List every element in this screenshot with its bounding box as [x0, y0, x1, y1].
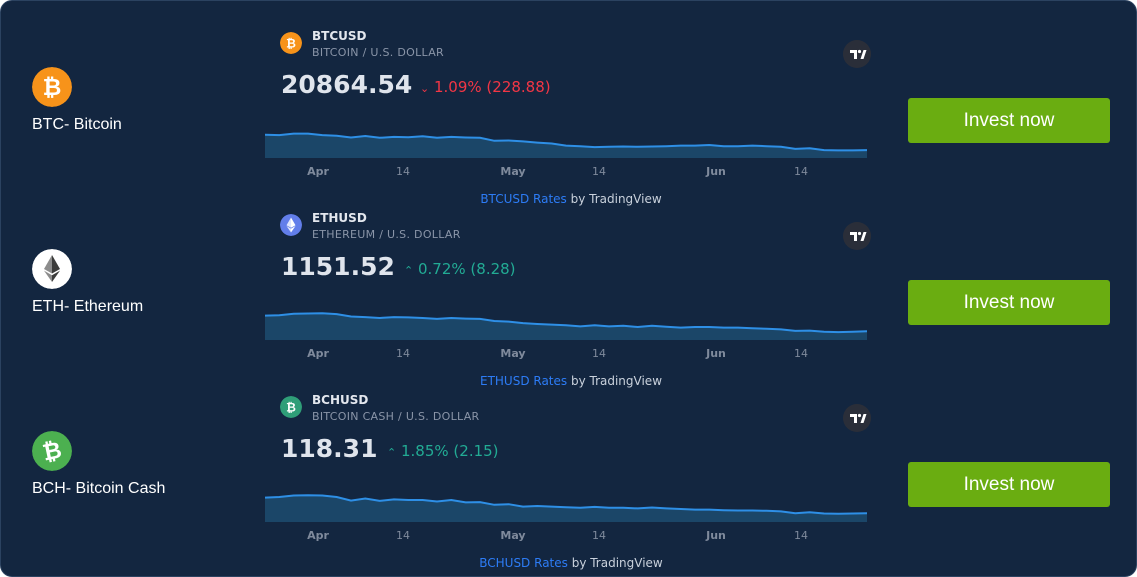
symbol-description: BITCOIN CASH / U.S. DOLLAR — [312, 410, 480, 423]
attribution: BTCUSD Rates by TradingView — [265, 192, 877, 206]
sparkline-line — [265, 132, 867, 152]
attribution-text: by TradingView — [566, 192, 662, 206]
axis-label-month: May — [500, 347, 526, 360]
symbol-ticker[interactable]: BTCUSD — [312, 29, 367, 43]
sparkline-area — [265, 495, 867, 522]
change-value: 1.09% (228.88) — [434, 78, 551, 96]
svg-text:₿: ₿ — [40, 437, 64, 466]
price: 1151.52 — [281, 252, 395, 281]
svg-text:₿: ₿ — [286, 37, 296, 51]
axis-label-month: Jun — [706, 529, 726, 542]
price-change: ⌃ 0.72% (8.28) — [404, 260, 516, 278]
tradingview-logo-icon[interactable] — [843, 222, 871, 250]
ethereum-icon — [32, 249, 72, 289]
coin-info: ₿ BCH- Bitcoin Cash — [32, 431, 165, 497]
crypto-row-btc: ₿ BTC- Bitcoin ₿ BTCUSD BITCOIN / U.S. D… — [1, 19, 1136, 206]
axis-label-month: May — [500, 529, 526, 542]
price: 20864.54 — [281, 70, 413, 99]
invest-now-button[interactable]: Invest now — [908, 280, 1110, 325]
axis-label-month: Jun — [706, 165, 726, 178]
axis-label-month: Apr — [307, 529, 329, 542]
svg-text:₿: ₿ — [286, 401, 296, 415]
coin-name: BTC- Bitcoin — [32, 116, 122, 133]
chevron-down-icon: ⌄ — [420, 82, 430, 95]
change-value: 1.85% (2.15) — [401, 442, 499, 460]
svg-text:₿: ₿ — [43, 75, 62, 101]
invest-now-button[interactable]: Invest now — [908, 98, 1110, 143]
bitcoin-icon: ₿ — [280, 32, 302, 54]
chevron-up-icon: ⌃ — [387, 446, 397, 459]
attribution: ETHUSD Rates by TradingView — [265, 374, 877, 388]
coin-name: ETH- Ethereum — [32, 298, 144, 315]
price-sparkline-chart[interactable] — [265, 118, 867, 158]
coin-info: ₿ BTC- Bitcoin — [32, 67, 122, 133]
tradingview-logo-icon[interactable] — [843, 404, 871, 432]
symbol-description: ETHEREUM / U.S. DOLLAR — [312, 228, 461, 241]
sparkline-line — [265, 494, 867, 515]
rates-link[interactable]: BCHUSD Rates — [479, 556, 568, 570]
crypto-row-bch: ₿ BCH- Bitcoin Cash ₿ BCHUSD BITCOIN CAS… — [1, 383, 1136, 570]
invest-now-button[interactable]: Invest now — [908, 462, 1110, 507]
axis-label-day: 14 — [396, 347, 410, 360]
axis-label-month: Jun — [706, 347, 726, 360]
crypto-row-eth: ETH- Ethereum ETHUSD ETHEREUM / U.S. DOL… — [1, 201, 1136, 388]
price-change: ⌃ 1.85% (2.15) — [387, 442, 499, 460]
rates-link[interactable]: ETHUSD Rates — [479, 374, 568, 388]
coin-name: BCH- Bitcoin Cash — [32, 480, 166, 497]
ethereum-icon — [280, 214, 302, 236]
price-sparkline-chart[interactable] — [265, 482, 867, 522]
sparkline-line — [265, 312, 867, 334]
tradingview-logo-icon[interactable] — [843, 40, 871, 68]
price-sparkline-chart[interactable] — [265, 300, 867, 340]
symbol-ticker[interactable]: ETHUSD — [312, 211, 367, 225]
attribution-text: by TradingView — [567, 374, 663, 388]
tradingview-widget[interactable]: ₿ BCHUSD BITCOIN CASH / U.S. DOLLAR 118.… — [265, 383, 871, 570]
change-value: 0.72% (8.28) — [418, 260, 516, 278]
axis-label-month: Apr — [307, 347, 329, 360]
price-change: ⌄ 1.09% (228.88) — [420, 78, 551, 96]
axis-label-day: 14 — [396, 165, 410, 178]
axis-label-day: 14 — [592, 347, 606, 360]
coin-info: ETH- Ethereum — [32, 249, 143, 315]
axis-label-day: 14 — [592, 529, 606, 542]
rates-link[interactable]: BTCUSD Rates — [480, 192, 567, 206]
bitcoin-cash-icon: ₿ — [32, 431, 72, 471]
axis-label-day: 14 — [794, 165, 808, 178]
symbol-ticker[interactable]: BCHUSD — [312, 393, 369, 407]
axis-label-day: 14 — [396, 529, 410, 542]
axis-label-month: May — [500, 165, 526, 178]
bitcoin-cash-icon: ₿ — [280, 396, 302, 418]
price: 118.31 — [281, 434, 378, 463]
bitcoin-icon: ₿ — [32, 67, 72, 107]
tradingview-widget[interactable]: ETHUSD ETHEREUM / U.S. DOLLAR 1151.52 ⌃ … — [265, 201, 871, 388]
tradingview-widget[interactable]: ₿ BTCUSD BITCOIN / U.S. DOLLAR 20864.54 … — [265, 19, 871, 206]
attribution-text: by TradingView — [567, 556, 663, 570]
symbol-description: BITCOIN / U.S. DOLLAR — [312, 46, 445, 59]
axis-label-day: 14 — [794, 529, 808, 542]
axis-label-day: 14 — [794, 347, 808, 360]
axis-label-month: Apr — [307, 165, 329, 178]
attribution: BCHUSD Rates by TradingView — [265, 556, 877, 570]
sparkline-area — [265, 313, 867, 340]
chevron-up-icon: ⌃ — [404, 264, 414, 277]
axis-label-day: 14 — [592, 165, 606, 178]
